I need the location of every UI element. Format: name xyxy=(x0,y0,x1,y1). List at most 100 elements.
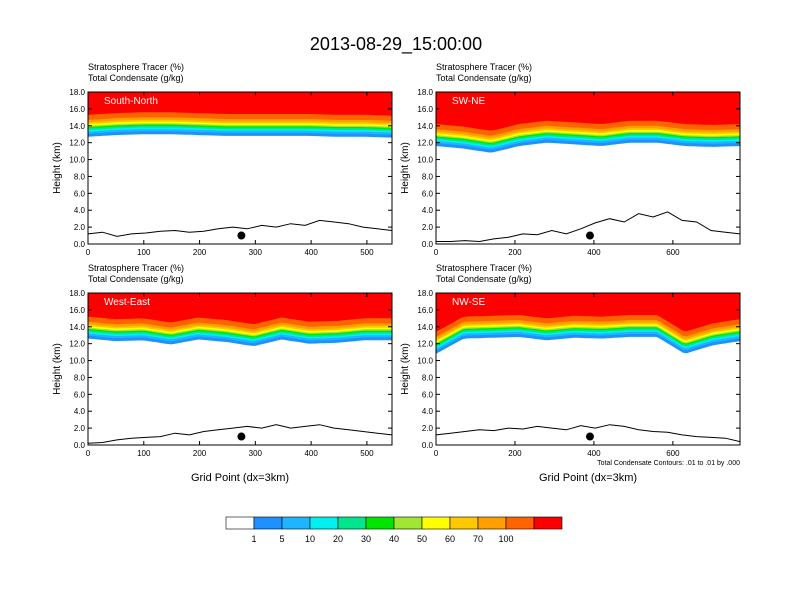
panel-label: West-East xyxy=(104,297,150,308)
y-tick-label: 10.0 xyxy=(417,357,433,366)
x-tick-label: 600 xyxy=(666,248,680,257)
y-tick-label: 16.0 xyxy=(417,105,433,114)
panel-title-line: Stratosphere Tracer (%) xyxy=(88,263,184,273)
x-tick-label: 100 xyxy=(137,248,151,257)
x-axis-label: Grid Point (dx=3km) xyxy=(191,472,289,484)
x-tick-label: 600 xyxy=(666,449,680,458)
colorbar-label: 5 xyxy=(279,534,284,544)
panel-west-east: 0.0 2.0 4.0 6.0 8.0 10.0 12.0 14.0 16.0 18.0 0 100 2… xyxy=(52,263,393,484)
panel-title-line: Total Condensate (g/kg) xyxy=(88,73,184,83)
location-marker xyxy=(237,432,246,441)
panel-title-line: Total Condensate (g/kg) xyxy=(436,73,532,83)
y-tick-label: 14.0 xyxy=(417,122,433,131)
colorbar-swatch xyxy=(337,516,367,530)
tracer-band xyxy=(436,92,740,131)
y-tick-label: 14.0 xyxy=(69,323,85,332)
location-marker xyxy=(237,231,246,240)
x-tick-label: 400 xyxy=(587,248,601,257)
y-tick-label: 12.0 xyxy=(417,139,433,148)
terrain-line xyxy=(435,424,741,443)
y-tick-label: 12.0 xyxy=(69,139,85,148)
y-tick-label: 0.0 xyxy=(422,441,434,450)
y-tick-label: 2.0 xyxy=(74,223,86,232)
x-tick-label: 300 xyxy=(249,248,263,257)
location-marker xyxy=(585,432,594,441)
terrain-line xyxy=(436,211,741,243)
y-tick-label: 2.0 xyxy=(422,424,434,433)
y-tick-label: 18.0 xyxy=(417,88,433,97)
terrain-line xyxy=(87,424,393,444)
colorbar-swatch xyxy=(421,516,451,530)
colorbar-label: 10 xyxy=(305,534,315,544)
colorbar-label: 30 xyxy=(361,534,371,544)
colorbar-swatch xyxy=(253,516,283,530)
figure-title: 2013-08-29_15:00:00 xyxy=(310,34,482,55)
x-tick-label: 0 xyxy=(86,449,91,458)
colorbar-label: 100 xyxy=(498,534,513,544)
y-tick-label: 0.0 xyxy=(422,240,434,249)
y-tick-label: 16.0 xyxy=(69,306,85,315)
colorbar-swatch xyxy=(533,516,563,530)
plot-frame xyxy=(87,91,393,245)
tracer-band xyxy=(88,293,392,324)
panel-title-line: Stratosphere Tracer (%) xyxy=(88,62,184,72)
y-tick-label: 6.0 xyxy=(74,390,86,399)
x-tick-label: 200 xyxy=(193,248,207,257)
colorbar-swatch xyxy=(365,516,395,530)
colorbar-swatch xyxy=(477,516,507,530)
panel-nw-se: 0.0 2.0 4.0 6.0 8.0 10.0 12.0 14.0 16.0 18.0 0 200 4… xyxy=(400,263,741,484)
plot-frame xyxy=(87,292,393,446)
y-tick-label: 6.0 xyxy=(422,189,434,198)
y-tick-label: 18.0 xyxy=(69,289,85,298)
x-tick-label: 200 xyxy=(508,248,522,257)
x-tick-label: 400 xyxy=(304,248,318,257)
panel-label: SW-NE xyxy=(452,96,485,107)
y-axis-label: Height (km) xyxy=(400,343,411,395)
y-tick-label: 16.0 xyxy=(69,105,85,114)
x-tick-label: 0 xyxy=(86,248,91,257)
y-tick-label: 6.0 xyxy=(422,390,434,399)
y-tick-label: 4.0 xyxy=(422,407,434,416)
y-tick-label: 4.0 xyxy=(74,407,86,416)
x-tick-label: 300 xyxy=(249,449,263,458)
colorbar-label: 1 xyxy=(251,534,256,544)
y-tick-label: 10.0 xyxy=(417,156,433,165)
x-tick-label: 500 xyxy=(360,248,374,257)
panels-group: 0.0 2.0 4.0 6.0 8.0 10.0 12.0 14.0 16.0 18.0 0 100 2… xyxy=(52,62,741,484)
plot-frame xyxy=(435,292,741,446)
x-tick-label: 100 xyxy=(137,449,151,458)
x-axis-label: Grid Point (dx=3km) xyxy=(539,472,637,484)
x-tick-label: 0 xyxy=(434,449,439,458)
colorbar-label: 20 xyxy=(333,534,343,544)
y-tick-label: 2.0 xyxy=(422,223,434,232)
panel-title-line: Stratosphere Tracer (%) xyxy=(436,263,532,273)
colorbar-label: 40 xyxy=(389,534,399,544)
y-tick-label: 18.0 xyxy=(417,289,433,298)
panel-label: NW-SE xyxy=(452,297,485,308)
x-tick-label: 0 xyxy=(434,248,439,257)
colorbar: 1 5 10 20 30 40 50 60 70 100 xyxy=(225,516,563,544)
terrain-line xyxy=(87,219,393,237)
y-tick-label: 12.0 xyxy=(417,340,433,349)
x-tick-label: 400 xyxy=(587,449,601,458)
x-tick-label: 400 xyxy=(304,449,318,458)
y-tick-label: 2.0 xyxy=(74,424,86,433)
y-tick-label: 8.0 xyxy=(74,373,86,382)
y-tick-label: 4.0 xyxy=(422,206,434,215)
y-tick-label: 14.0 xyxy=(69,122,85,131)
colorbar-swatch xyxy=(309,516,339,530)
colorbar-swatch xyxy=(505,516,535,530)
y-tick-label: 8.0 xyxy=(74,172,86,181)
tracer-band xyxy=(88,92,392,116)
colorbar-swatch xyxy=(393,516,423,530)
y-tick-label: 0.0 xyxy=(74,240,86,249)
plot-frame xyxy=(435,91,741,245)
x-tick-label: 200 xyxy=(193,449,207,458)
y-axis-label: Height (km) xyxy=(52,142,63,194)
panel-title-line: Stratosphere Tracer (%) xyxy=(436,62,532,72)
y-tick-label: 16.0 xyxy=(417,306,433,315)
panel-title-line: Total Condensate (g/kg) xyxy=(88,274,184,284)
y-tick-label: 0.0 xyxy=(74,441,86,450)
x-tick-label: 500 xyxy=(360,449,374,458)
